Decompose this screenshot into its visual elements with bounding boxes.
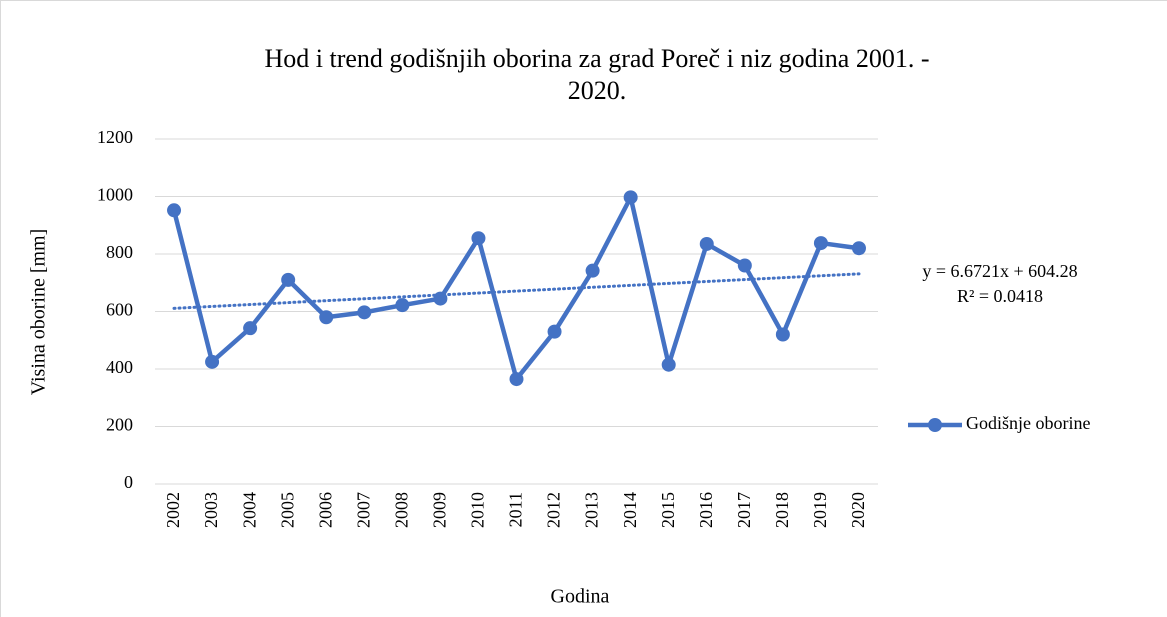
y-axis-label: Visina oborine [mm]: [28, 229, 50, 396]
data-line: [171, 195, 860, 382]
y-tick-label: 1000: [97, 185, 133, 205]
data-point: [281, 272, 296, 287]
x-tick-label: 2004: [239, 492, 259, 528]
legend-marker: [928, 418, 942, 432]
x-tick-label: 2014: [620, 492, 640, 528]
y-tick-label: 1200: [97, 127, 133, 147]
x-tick-label: 2013: [582, 492, 602, 528]
x-tick-label: 2009: [430, 492, 450, 528]
x-tick-label: 2018: [772, 492, 792, 528]
trend-equation: y = 6.6721x + 604.28: [922, 261, 1077, 281]
y-tick-label: 0: [124, 472, 133, 492]
data-point: [319, 310, 334, 325]
x-tick-label: 2019: [810, 492, 830, 528]
data-point: [699, 236, 714, 251]
data-point: [509, 372, 524, 387]
x-tick-label: 2006: [315, 492, 335, 528]
data-point: [661, 357, 676, 372]
data-point: [851, 241, 866, 256]
trend-r2: R² = 0.0418: [957, 286, 1043, 306]
x-tick-label: 2020: [848, 492, 868, 528]
data-point: [623, 190, 638, 205]
y-tick-label: 200: [106, 415, 133, 435]
x-tick-label: 2016: [696, 492, 716, 528]
data-point: [547, 324, 562, 339]
x-axis-label: Godina: [551, 586, 610, 608]
x-tick-label: 2017: [734, 492, 754, 528]
x-tick-label: 2010: [468, 492, 488, 528]
data-point: [395, 298, 410, 313]
data-point: [775, 327, 790, 342]
trendline: [172, 272, 861, 310]
data-point: [471, 231, 486, 246]
legend-label: Godišnje oborine: [966, 413, 1090, 433]
x-tick-label: 2005: [277, 492, 297, 528]
y-tick-label: 400: [106, 357, 133, 377]
x-tick-label: 2003: [201, 492, 221, 528]
data-point: [243, 321, 258, 336]
data-point: [737, 258, 752, 273]
x-tick-label: 2002: [163, 492, 183, 528]
data-point: [167, 203, 182, 218]
data-point: [205, 354, 220, 369]
y-tick-label: 800: [106, 242, 133, 262]
x-tick-label: 2007: [353, 492, 373, 528]
data-point: [813, 236, 828, 251]
x-tick-label: 2012: [544, 492, 564, 528]
data-point: [433, 291, 448, 306]
y-tick-label: 600: [106, 300, 133, 320]
chart-title: 2020.: [568, 76, 627, 105]
x-tick-label: 2011: [506, 492, 526, 527]
chart-title: Hod i trend godišnjih oborina za grad Po…: [264, 44, 929, 73]
x-tick-label: 2008: [391, 492, 411, 528]
x-tick-label: 2015: [658, 492, 678, 528]
data-point: [585, 263, 600, 278]
data-point: [357, 305, 372, 320]
